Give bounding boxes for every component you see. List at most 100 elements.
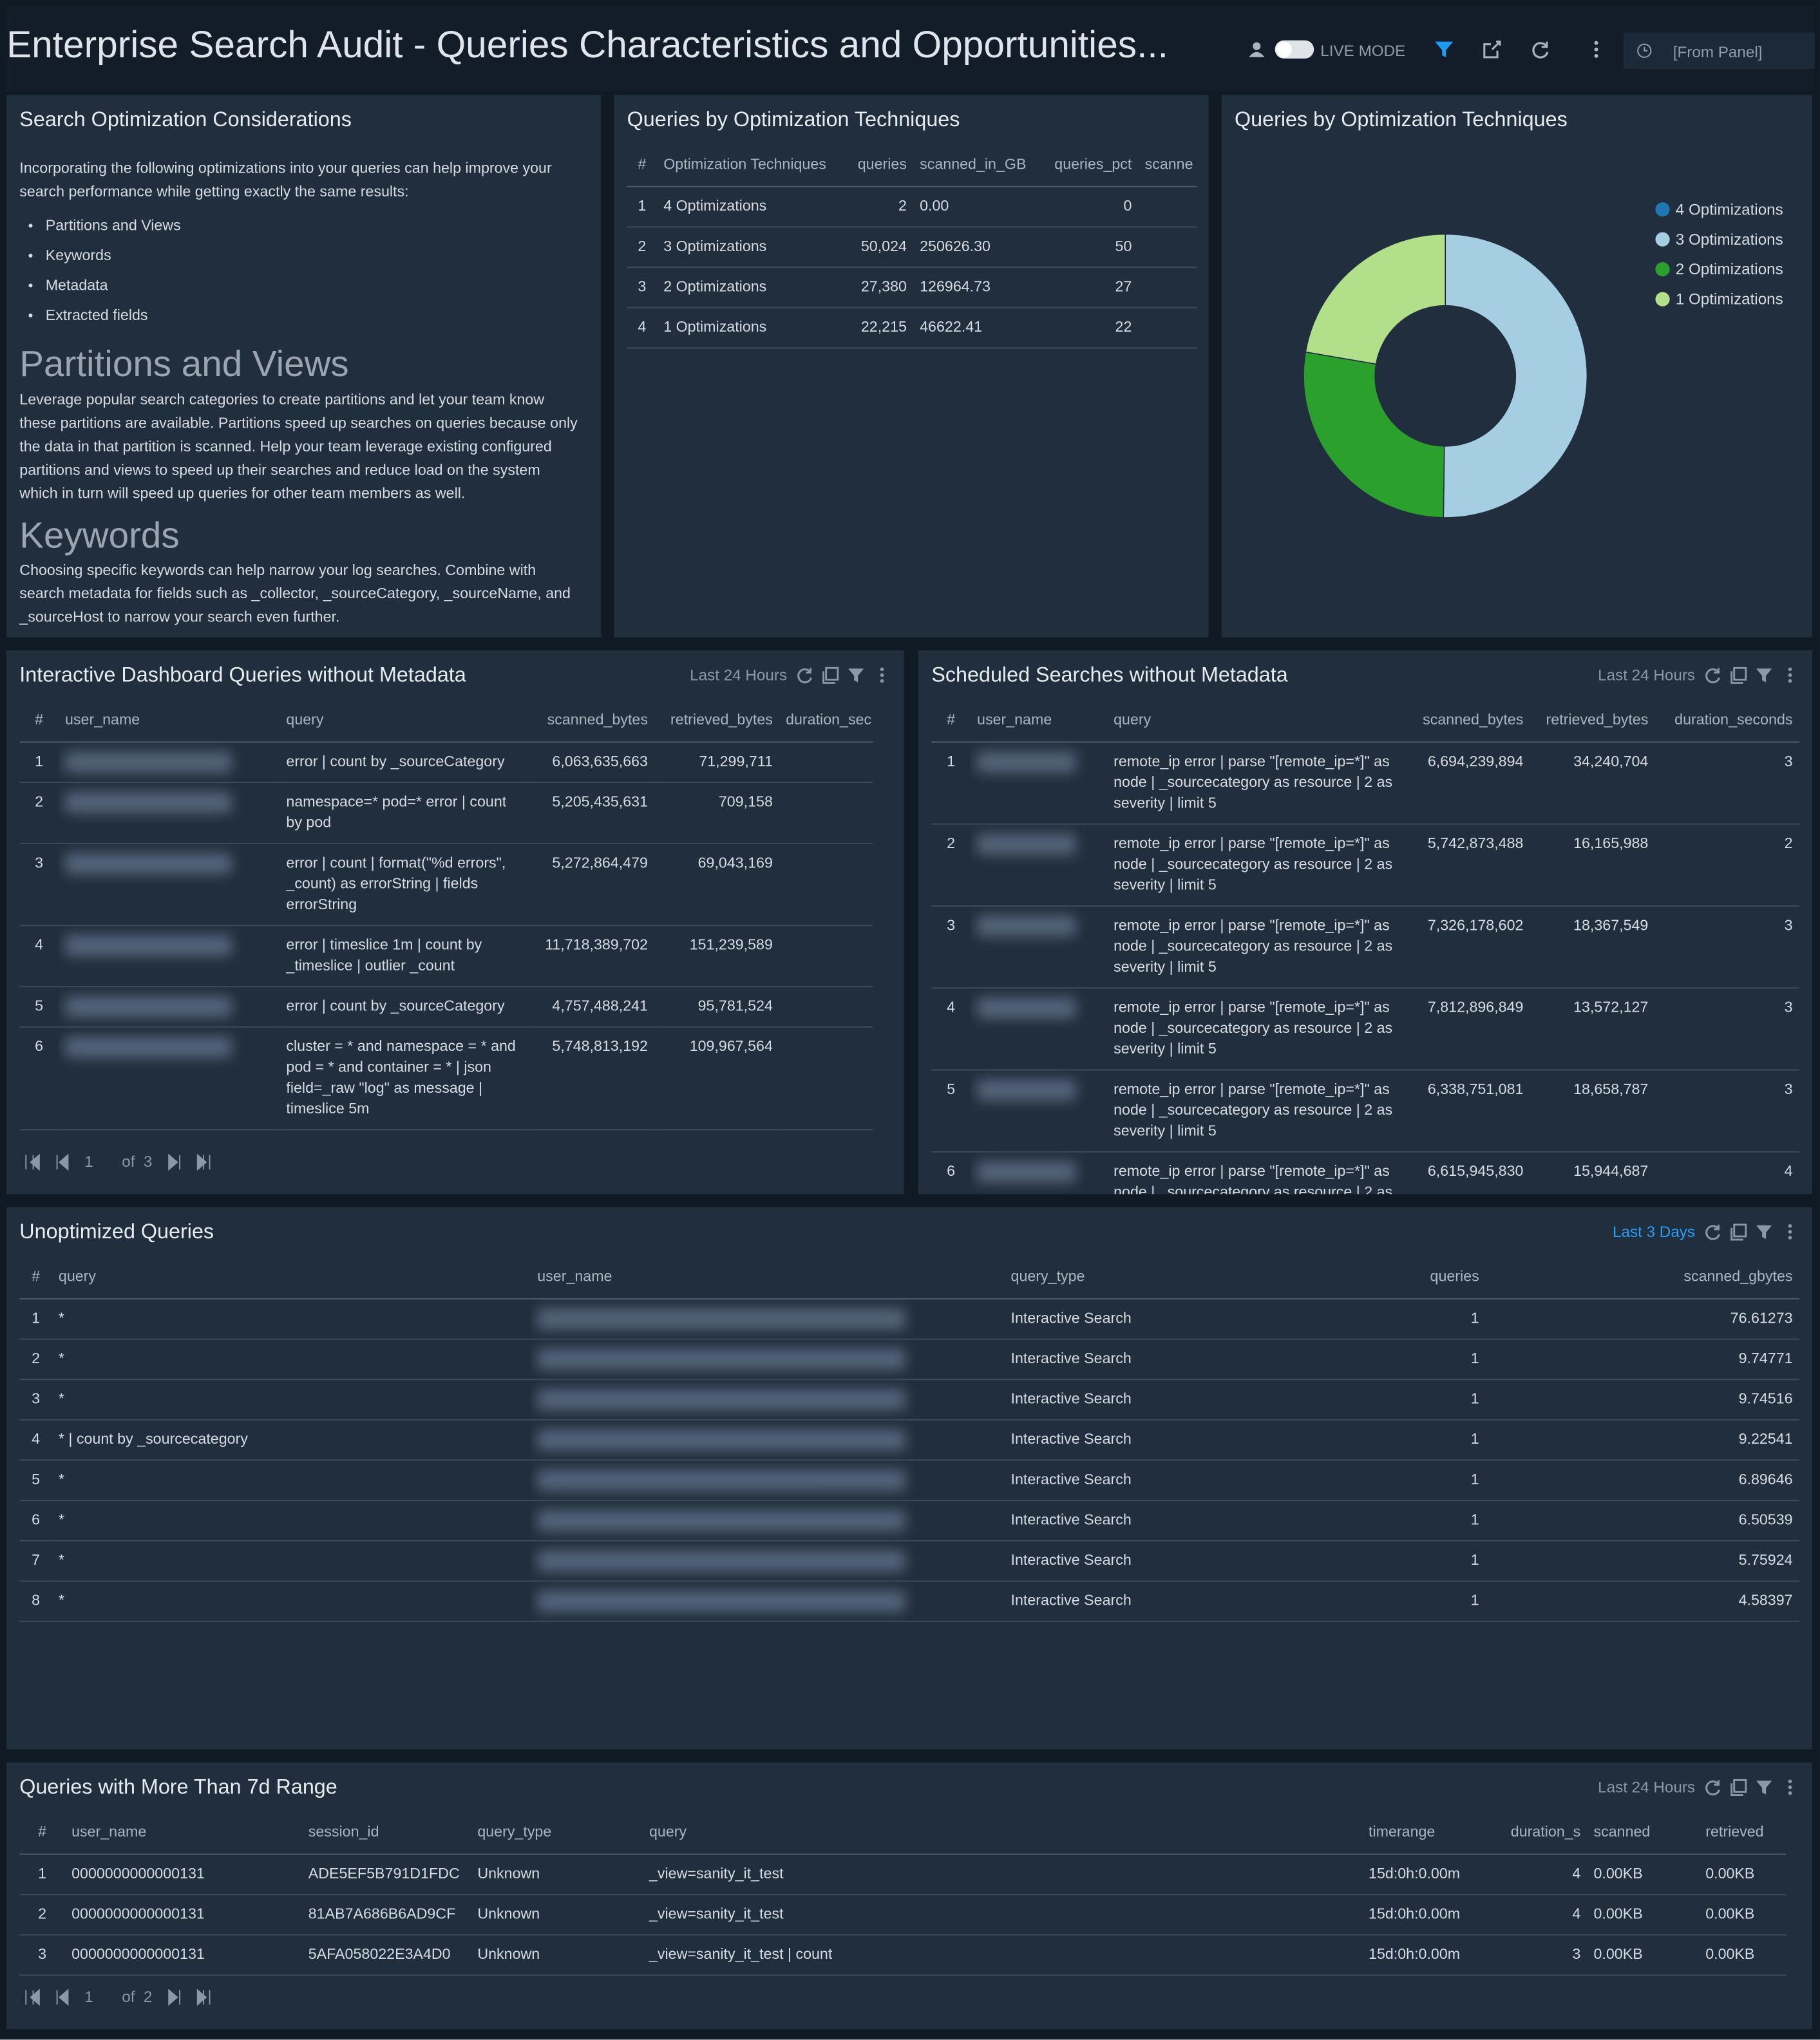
filter-button[interactable] xyxy=(1434,39,1454,60)
table-cell xyxy=(531,1298,1005,1340)
more-button[interactable] xyxy=(1781,1778,1799,1796)
time-range[interactable]: Last 24 Hours xyxy=(1598,1778,1696,1797)
more-button[interactable] xyxy=(1586,39,1606,60)
column-header[interactable]: retrieved xyxy=(1699,1811,1787,1855)
first-button[interactable] xyxy=(24,1153,41,1170)
column-header[interactable]: query xyxy=(52,1256,531,1299)
filter-button[interactable] xyxy=(1755,666,1773,684)
legend-swatch[interactable] xyxy=(1655,232,1670,247)
prev-button[interactable] xyxy=(55,1153,71,1170)
more-button[interactable] xyxy=(1781,1223,1799,1241)
column-header[interactable]: timerange xyxy=(1361,1811,1496,1855)
column-header[interactable]: session_id xyxy=(301,1811,471,1855)
blurred-value xyxy=(977,1161,1076,1183)
column-header[interactable]: user_name xyxy=(65,1811,302,1855)
column-header[interactable]: queries xyxy=(848,144,914,187)
table-row: 4 remote_ip error | parse "[remote_ip=*]"… xyxy=(931,988,1799,1071)
more-button[interactable] xyxy=(1781,666,1799,684)
legend-swatch[interactable] xyxy=(1655,292,1670,307)
first-button[interactable] xyxy=(24,1988,41,2005)
more-button[interactable] xyxy=(873,666,891,684)
column-header[interactable]: retrieved_bytes xyxy=(1530,699,1655,743)
time-range[interactable]: Last 24 Hours xyxy=(690,666,788,685)
table-cell: 2 Optimizations xyxy=(657,267,849,308)
column-header[interactable]: # xyxy=(19,1256,52,1299)
column-header[interactable]: duration_seconds xyxy=(1654,699,1799,743)
column-header[interactable]: scanne xyxy=(1138,144,1197,187)
column-header[interactable]: query_type xyxy=(1004,1256,1301,1299)
donut-slice[interactable] xyxy=(1443,233,1588,518)
donut-slice[interactable] xyxy=(1303,351,1445,518)
legend-label[interactable]: 1 Optimizations xyxy=(1676,291,1783,308)
time-range[interactable]: Last 3 Days xyxy=(1613,1222,1696,1242)
column-header[interactable]: scanned_gbytes xyxy=(1485,1256,1799,1299)
refresh-button[interactable] xyxy=(1703,1223,1721,1241)
column-header[interactable]: user_name xyxy=(58,699,280,743)
refresh-button[interactable] xyxy=(1530,39,1551,60)
next-button[interactable] xyxy=(166,1988,182,2005)
refresh-button[interactable] xyxy=(1703,1778,1721,1796)
table-row: 1 * Interactive Search 1 76.61273 xyxy=(19,1298,1799,1340)
column-header[interactable]: user_name xyxy=(970,699,1108,743)
prev-button[interactable] xyxy=(55,1988,71,2005)
column-header[interactable]: Optimization Techniques xyxy=(657,144,849,187)
copy-button[interactable] xyxy=(1729,1778,1747,1797)
column-header[interactable]: query xyxy=(280,699,530,743)
column-header[interactable]: scanned_bytes xyxy=(1399,699,1530,743)
live-toggle[interactable] xyxy=(1275,40,1314,59)
header-row: # query user_name query_type queries scanned_… xyxy=(19,1256,1799,1299)
column-header[interactable]: duration_sec xyxy=(779,699,873,743)
donut-slice[interactable] xyxy=(1305,233,1446,365)
column-header[interactable]: # xyxy=(19,1811,65,1855)
column-header[interactable]: scanned_bytes xyxy=(529,699,655,743)
table-cell: ADE5EF5B791D1FDC xyxy=(301,1854,471,1896)
legend-swatch[interactable] xyxy=(1655,262,1670,277)
time-range-picker[interactable]: [From Panel] xyxy=(1623,32,1815,70)
copy-button[interactable] xyxy=(1729,1223,1747,1241)
table-cell: 2 xyxy=(931,824,971,907)
table-cell: remote_ip error | parse "[remote_ip=*]" … xyxy=(1107,988,1400,1071)
copy-button[interactable] xyxy=(1729,666,1747,684)
copy-button[interactable] xyxy=(821,666,839,684)
time-range[interactable]: Last 24 Hours xyxy=(1598,666,1696,685)
refresh-button[interactable] xyxy=(795,666,813,684)
table-cell: 1 xyxy=(1301,1339,1486,1381)
section-heading: Partitions and Views xyxy=(19,343,349,384)
column-header[interactable]: scanned xyxy=(1587,1811,1700,1855)
filter-button[interactable] xyxy=(1755,1778,1773,1796)
refresh-button[interactable] xyxy=(1703,666,1721,684)
legend-label[interactable]: 2 Optimizations xyxy=(1676,261,1783,278)
legend-swatch[interactable] xyxy=(1655,202,1670,217)
legend-label[interactable]: 4 Optimizations xyxy=(1676,201,1783,218)
column-header[interactable]: queries xyxy=(1301,1256,1486,1299)
column-header[interactable]: retrieved_bytes xyxy=(654,699,779,743)
last-button[interactable] xyxy=(195,1153,212,1170)
column-header[interactable]: duration_s xyxy=(1496,1811,1588,1855)
column-header[interactable]: query xyxy=(642,1811,1362,1855)
filter-button[interactable] xyxy=(1755,1223,1773,1241)
user-icon[interactable] xyxy=(1249,42,1265,57)
column-header[interactable]: # xyxy=(627,144,658,187)
last-button[interactable] xyxy=(195,1988,212,2005)
share-button[interactable] xyxy=(1482,39,1502,60)
table-cell: 1 xyxy=(19,1854,65,1896)
table-row: 2 namespace=* pod=* error | count by pod 5… xyxy=(19,782,873,844)
bullet-list: Partitions and Views Keywords Metadata E… xyxy=(19,212,181,332)
column-header[interactable]: # xyxy=(931,699,971,743)
section-heading: Keywords xyxy=(19,515,180,556)
column-header[interactable]: queries_pct xyxy=(1041,144,1139,187)
filter-button[interactable] xyxy=(847,666,865,684)
column-header[interactable]: query xyxy=(1107,699,1400,743)
table-body: 1 error | count by _sourceCategory 6,063,6… xyxy=(19,742,873,1131)
column-header[interactable]: query_type xyxy=(471,1811,643,1855)
legend-label[interactable]: 3 Optimizations xyxy=(1676,231,1783,249)
next-button[interactable] xyxy=(166,1153,182,1170)
column-header[interactable]: # xyxy=(19,699,59,743)
table-cell: Interactive Search xyxy=(1004,1339,1301,1381)
table-row: 5 error | count by _sourceCategory 4,757,4… xyxy=(19,987,873,1028)
column-header[interactable]: user_name xyxy=(531,1256,1005,1299)
data-table: # user_name query scanned_bytes retrieved_by… xyxy=(931,699,1799,1195)
column-header[interactable]: scanned_in_GB xyxy=(913,144,1041,187)
